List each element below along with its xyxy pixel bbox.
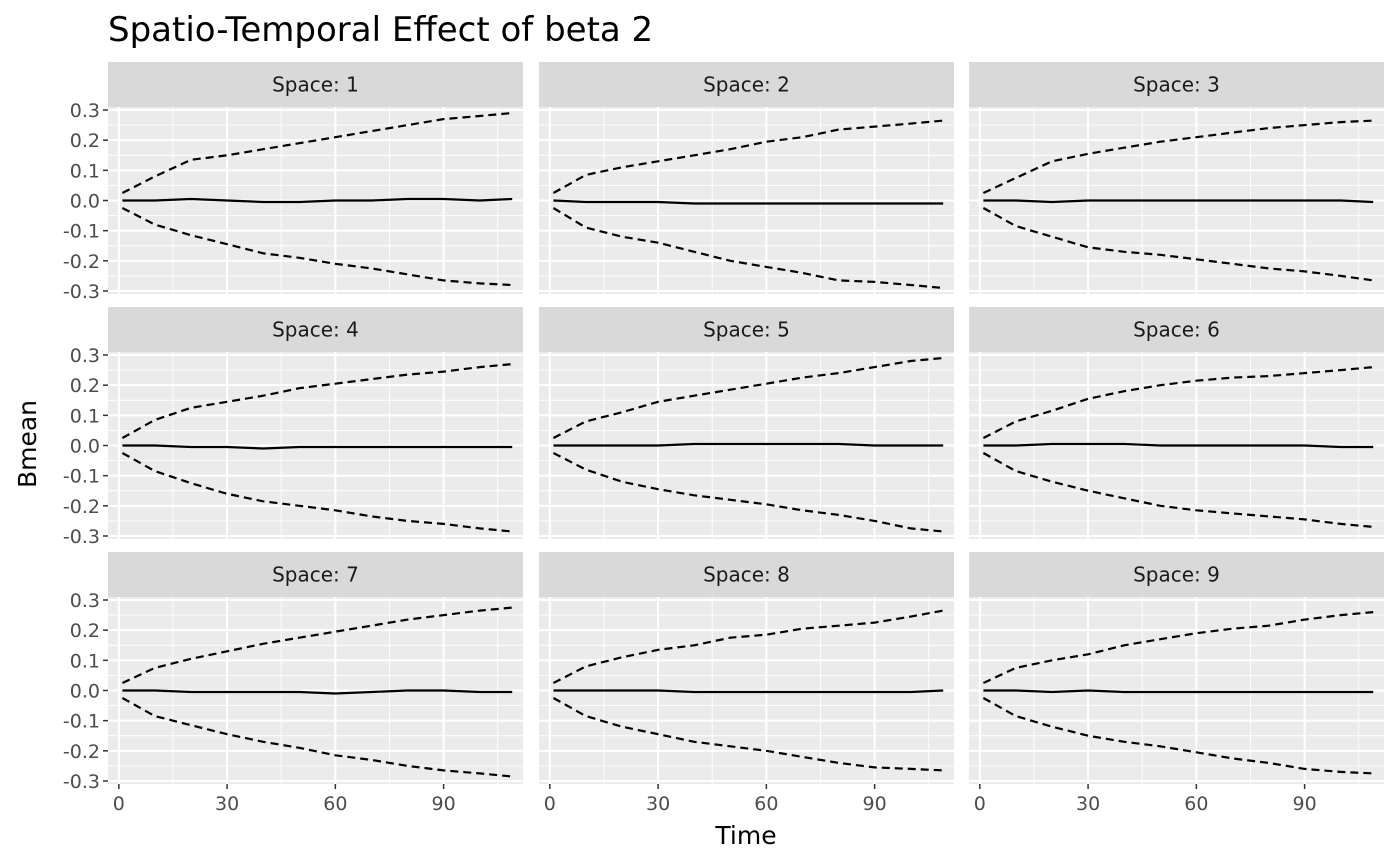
facet-panel: Space: 4 0.3 0.2 0.1 0.0 -0.1 -0.2 -0.3 [63, 307, 523, 548]
x-tick-label: 60 [323, 793, 347, 815]
lower-bound-line [121, 697, 513, 778]
mean-line [553, 689, 944, 694]
upper-bound-line [121, 363, 513, 439]
facet-strip [969, 307, 1384, 352]
x-tick-label: 60 [1184, 793, 1208, 815]
y-tick-label: 0.3 [70, 345, 100, 367]
y-tick-label: 0.2 [70, 130, 100, 152]
y-tick-label: -0.2 [63, 496, 100, 518]
x-tick-label: 30 [1076, 793, 1100, 815]
facet-panel: Space: 5 [539, 307, 954, 539]
lower-bound-line [982, 697, 1374, 775]
x-tick-label: 0 [113, 793, 125, 815]
upper-bound-line [552, 609, 944, 684]
x-tick-label: 90 [1293, 793, 1317, 815]
y-tick-label: 0.3 [70, 100, 100, 122]
y-tick-label: 0.3 [70, 590, 100, 612]
facet-strip [108, 62, 523, 107]
lower-bound-line [121, 452, 513, 533]
y-tick-label: 0.0 [70, 436, 100, 458]
mean-line [983, 442, 1374, 449]
facet-strip [539, 552, 954, 597]
y-tick-label: 0.2 [70, 620, 100, 642]
x-tick-label: 30 [215, 793, 239, 815]
mean-line [122, 197, 513, 204]
lower-bound-line [552, 207, 944, 290]
mean-line [983, 199, 1374, 204]
facet-strip [108, 552, 523, 597]
facet-panel: Space: 6 [969, 307, 1384, 539]
y-tick-label: -0.2 [63, 251, 100, 273]
chart-title: Spatio-Temporal Effect of beta 2 [108, 10, 653, 50]
mean-line [553, 199, 944, 205]
facet-strip-label: Space: 9 [1133, 563, 1220, 587]
facet-panels: Space: 1 0.3 0.2 0.1 0.0 -0.1 -0.2 -0.3 Space: 2… [63, 62, 1384, 815]
lower-bound-line [982, 452, 1374, 528]
mean-line [122, 444, 513, 450]
facet-strip-label: Space: 3 [1133, 73, 1220, 97]
y-tick-label: 0.1 [70, 650, 100, 672]
x-tick-label: 0 [974, 793, 986, 815]
lower-bound-line [982, 207, 1374, 282]
y-tick-label: -0.1 [63, 711, 100, 733]
facet-strip [969, 552, 1384, 597]
y-tick-label: -0.3 [63, 771, 100, 793]
y-tick-label: -0.3 [63, 526, 100, 548]
upper-bound-line [552, 356, 944, 439]
facet-panel: Space: 9 0 30 60 90 [969, 552, 1384, 815]
facet-panel: Space: 1 0.3 0.2 0.1 0.0 -0.1 -0.2 -0.3 [63, 62, 523, 303]
x-tick-label: 90 [863, 793, 887, 815]
x-tick-label: 30 [646, 793, 670, 815]
upper-bound-line [982, 119, 1374, 194]
mean-line [553, 442, 944, 447]
facet-panel: Space: 7 0.3 0.2 0.1 0.0 -0.1 -0.2 -0.3 0 30 60 90 [63, 552, 523, 815]
facet-panel: Space: 2 [539, 62, 954, 294]
y-tick-label: -0.3 [63, 281, 100, 303]
facet-strip [539, 62, 954, 107]
y-tick-label: 0.0 [70, 681, 100, 703]
facet-strip-label: Space: 1 [272, 73, 359, 97]
y-tick-label: -0.1 [63, 466, 100, 488]
mean-line [983, 689, 1374, 694]
facet-panel: Space: 3 [969, 62, 1384, 294]
lower-bound-line [121, 207, 513, 287]
upper-bound-line [121, 606, 513, 684]
facet-strip-label: Space: 5 [703, 318, 790, 342]
y-tick-label: -0.1 [63, 221, 100, 243]
facet-strip-label: Space: 7 [272, 563, 359, 587]
y-tick-label: 0.1 [70, 160, 100, 182]
facet-strip-label: Space: 6 [1133, 318, 1220, 342]
facet-strip [969, 62, 1384, 107]
facet-strip-label: Space: 4 [272, 318, 359, 342]
x-tick-label: 90 [432, 793, 456, 815]
lower-bound-line [552, 697, 944, 772]
y-tick-label: 0.1 [70, 405, 100, 427]
facet-strip [108, 307, 523, 352]
mean-line [122, 689, 513, 695]
upper-bound-line [121, 111, 513, 194]
upper-bound-line [552, 119, 944, 194]
upper-bound-line [982, 366, 1374, 439]
lower-bound-line [552, 452, 944, 533]
upper-bound-line [982, 611, 1374, 684]
y-tick-label: 0.2 [70, 375, 100, 397]
facet-strip [539, 307, 954, 352]
x-tick-label: 60 [754, 793, 778, 815]
y-axis-title: Bmean [13, 400, 42, 488]
facet-strip-label: Space: 8 [703, 563, 790, 587]
facet-panel: Space: 8 0 30 60 90 [539, 552, 954, 815]
y-tick-label: 0.0 [70, 191, 100, 213]
x-axis-title: Time [714, 821, 776, 850]
x-tick-label: 0 [544, 793, 556, 815]
facet-strip-label: Space: 2 [703, 73, 790, 97]
y-tick-label: -0.2 [63, 741, 100, 763]
